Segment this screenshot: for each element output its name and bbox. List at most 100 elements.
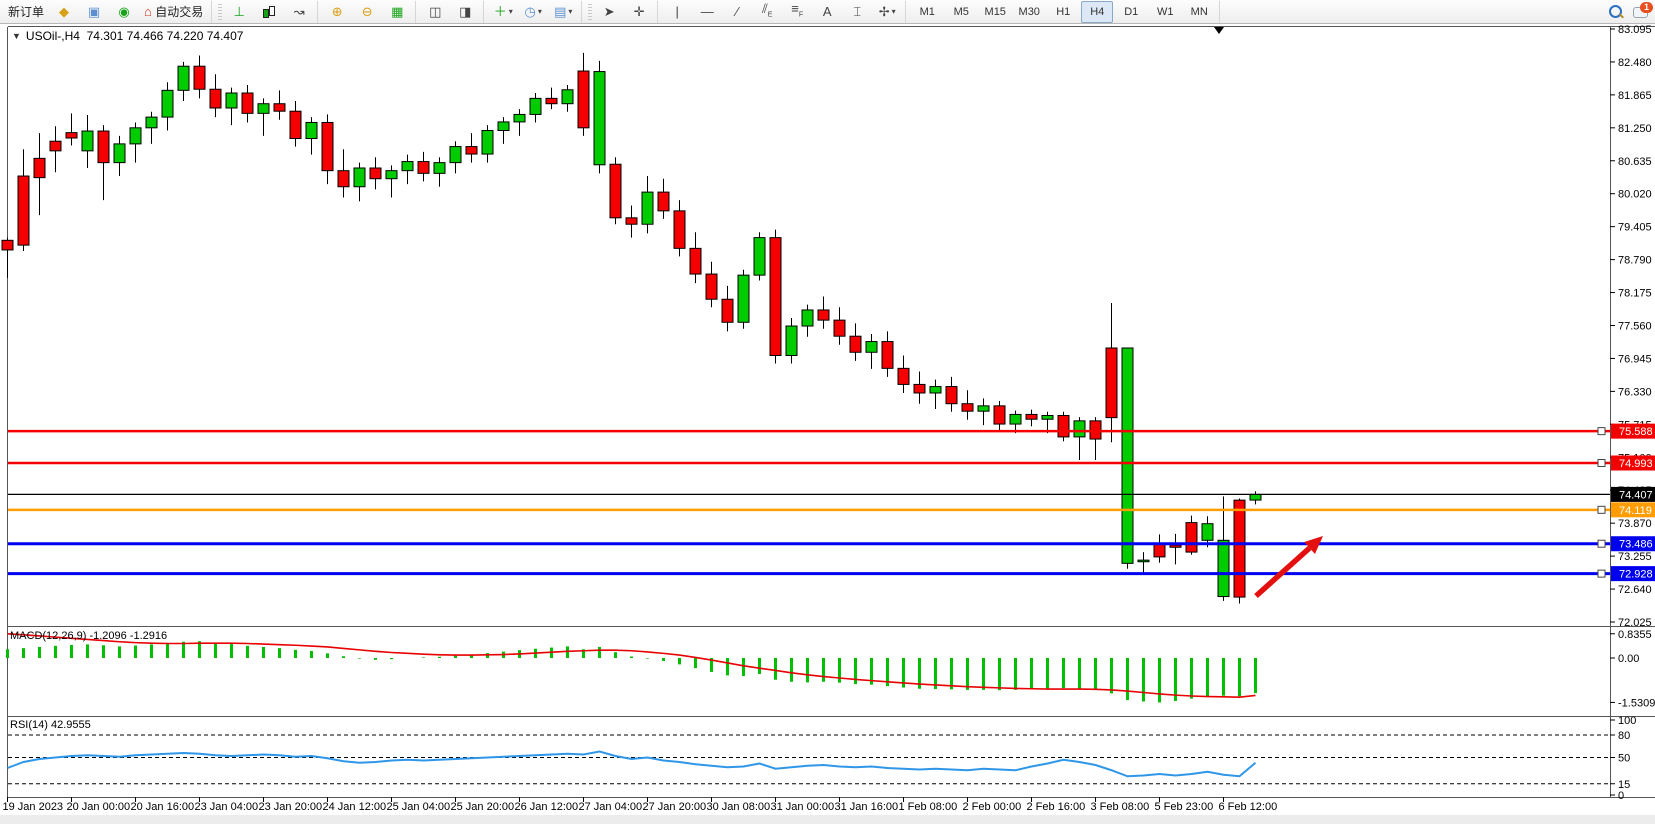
- horizontal-line-icon[interactable]: —: [700, 4, 714, 19]
- candle-body: [81, 130, 94, 152]
- chat-icon[interactable]: 1: [1633, 2, 1653, 18]
- price-badge: [1611, 486, 1655, 502]
- candle-body: [401, 161, 414, 172]
- fibonacci-icon[interactable]: ≡F: [791, 0, 804, 19]
- candle-body: [385, 170, 398, 180]
- grip: [588, 3, 593, 20]
- chat-badge: 1: [1640, 2, 1653, 13]
- candle-body: [1249, 493, 1262, 501]
- order-group: 新订单 ◆ ▣ ◉ ⌂ 自动交易: [0, 0, 213, 23]
- time-tick-label: 24 Jan 12:00: [323, 801, 387, 813]
- chart-ohlc: 74.301 74.466 74.220 74.407: [86, 29, 244, 43]
- candle-body: [1025, 413, 1038, 420]
- candle-body: [209, 88, 222, 109]
- candle-body: [833, 319, 846, 337]
- collapse-triangle-icon[interactable]: ▼: [12, 31, 21, 41]
- macd-axis-label: -1.5309: [1618, 697, 1655, 709]
- period-button-m5[interactable]: M5: [953, 5, 969, 18]
- candle-body: [241, 92, 254, 114]
- profile-chart-icon[interactable]: ◫: [429, 4, 442, 19]
- timeframe-clock-icon[interactable]: ◷ ▾: [524, 4, 542, 19]
- price-tick-label: 76.330: [1618, 386, 1652, 398]
- time-tick-label: 5 Feb 23:00: [1155, 801, 1214, 813]
- rsi-indicator-label: RSI(14) 42.9555: [10, 719, 91, 731]
- candle-body: [609, 163, 622, 219]
- candle-body: [657, 191, 670, 212]
- chart-shift-marker[interactable]: [1214, 27, 1224, 34]
- bar-chart-icon[interactable]: ⊥: [233, 4, 245, 19]
- terminal-icon[interactable]: ▣: [87, 4, 101, 19]
- chart-symbol: USOil-,H4: [25, 29, 80, 43]
- candle-body: [1073, 420, 1086, 438]
- hline-handle[interactable]: [1597, 505, 1606, 514]
- price-badge: [1611, 536, 1655, 552]
- rsi-line: [7, 750, 1257, 778]
- annotation-arrow-shaft[interactable]: [1254, 545, 1312, 599]
- price-badge-value: 74.407: [1619, 489, 1653, 501]
- candle-body: [481, 129, 494, 155]
- text-label-icon[interactable]: ⌶: [853, 4, 862, 19]
- candle-body: [1057, 414, 1070, 438]
- period-button-mn[interactable]: MN: [1190, 5, 1208, 18]
- price-tick-label: 72.640: [1618, 584, 1652, 596]
- candle-body: [689, 247, 702, 275]
- time-tick-label: 30 Jan 08:00: [707, 801, 771, 813]
- trendline-icon[interactable]: ∕: [736, 4, 739, 19]
- candle-body: [513, 113, 526, 123]
- candle-body: [641, 191, 654, 225]
- period-button-m1[interactable]: M1: [919, 5, 935, 18]
- equidistant-channel-icon[interactable]: ⫽E: [761, 0, 773, 19]
- candlestick-chart-icon[interactable]: [255, 1, 283, 23]
- period-button-m30[interactable]: M30: [1018, 5, 1040, 18]
- period-button-h1[interactable]: H1: [1056, 5, 1071, 18]
- period-button-w1[interactable]: W1: [1156, 5, 1174, 18]
- annotation-arrow-head[interactable]: [1304, 536, 1323, 554]
- zoom-out-icon[interactable]: ⊖: [361, 4, 373, 19]
- price-badge: [1611, 423, 1655, 439]
- shapes-icon[interactable]: ✢ ▾: [878, 4, 896, 19]
- text-icon[interactable]: A: [822, 4, 832, 19]
- add-indicator-icon[interactable]: ＋ ▾: [493, 4, 513, 19]
- hline-handle[interactable]: [1597, 569, 1606, 578]
- candle-body: [945, 386, 958, 405]
- period-button-h4[interactable]: H4: [1081, 0, 1114, 23]
- candle-body: [993, 405, 1006, 425]
- price-tick-label: 78.790: [1618, 255, 1652, 267]
- autotrade-button[interactable]: ⌂ 自动交易: [140, 1, 207, 23]
- price-badge: [1611, 566, 1655, 582]
- candle-body: [369, 167, 382, 180]
- hline-handle[interactable]: [1597, 459, 1606, 468]
- rsi-axis-label: 50: [1618, 753, 1630, 765]
- zoom-in-icon[interactable]: ⊕: [331, 4, 343, 19]
- candle-body: [721, 298, 734, 323]
- price-tick-label: 79.405: [1618, 222, 1652, 234]
- price-badge-value: 74.119: [1619, 505, 1652, 517]
- search-icon[interactable]: [1609, 4, 1624, 19]
- profile-chart2-icon[interactable]: ◨: [459, 4, 472, 19]
- zoom-group: ⊕ ⊖ ▦: [319, 0, 417, 23]
- line-chart-icon[interactable]: ↝: [293, 4, 305, 19]
- period-button-m15[interactable]: M15: [984, 5, 1006, 18]
- price-tick-label: 73.255: [1618, 551, 1652, 563]
- tile-windows-icon[interactable]: ▦: [391, 4, 404, 19]
- time-tick-label: 25 Jan 20:00: [451, 801, 515, 813]
- crosshair-icon[interactable]: ✛: [633, 4, 645, 19]
- period-button-d1[interactable]: D1: [1124, 5, 1139, 18]
- new-order-button[interactable]: 新订单: [4, 1, 48, 23]
- time-tick-label: 1 Feb 08:00: [899, 801, 958, 813]
- hline-handle[interactable]: [1597, 427, 1606, 436]
- hline-handle[interactable]: [1597, 539, 1606, 548]
- gold-send-icon[interactable]: ◆: [59, 4, 70, 19]
- candle-body: [769, 237, 782, 356]
- candle-body: [193, 65, 206, 90]
- candle-body: [337, 170, 350, 188]
- vertical-line-icon[interactable]: |: [675, 4, 679, 19]
- candle-body: [257, 103, 270, 114]
- candle-body: [289, 110, 302, 140]
- candle-body: [1233, 499, 1246, 598]
- signal-icon[interactable]: ◉: [118, 4, 130, 19]
- template-icon[interactable]: ▤ ▾: [554, 4, 573, 19]
- rsi-axis-label: 80: [1618, 730, 1630, 742]
- cursor-icon[interactable]: ➤: [603, 4, 615, 19]
